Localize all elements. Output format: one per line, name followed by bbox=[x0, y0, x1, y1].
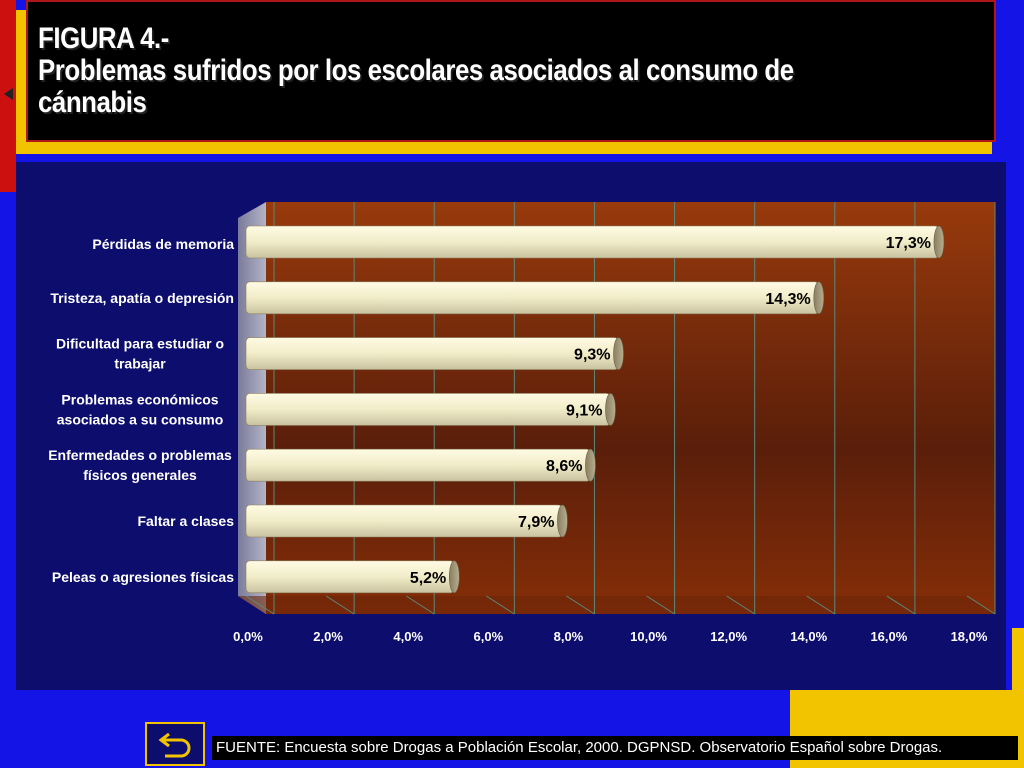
x-tick-label: 12,0% bbox=[710, 629, 747, 644]
category-label: Problemas económicos bbox=[61, 391, 218, 407]
category-label: Faltar a clases bbox=[137, 513, 234, 529]
x-tick-label: 16,0% bbox=[870, 629, 907, 644]
bar-end-cap bbox=[557, 504, 568, 538]
data-label: 14,3% bbox=[765, 291, 810, 308]
gridline-floor bbox=[566, 595, 595, 615]
x-tick-label: 2,0% bbox=[313, 629, 343, 644]
data-label: 5,2% bbox=[410, 570, 446, 587]
x-tick-label: 8,0% bbox=[554, 629, 584, 644]
gridline-floor bbox=[486, 595, 515, 615]
gridline-floor bbox=[726, 595, 755, 615]
yellow-accent-right bbox=[1012, 628, 1024, 690]
bar bbox=[245, 448, 591, 482]
data-label: 9,1% bbox=[566, 402, 602, 419]
bar-end-cap bbox=[613, 337, 624, 370]
bar-end-cap bbox=[605, 393, 616, 426]
bar bbox=[245, 337, 619, 370]
prev-arrow-icon bbox=[4, 88, 13, 100]
figure-label: FIGURA 4.- bbox=[38, 22, 169, 55]
category-label: Tristeza, apatía o depresión bbox=[50, 290, 234, 306]
category-label: Dificultad para estudiar o bbox=[56, 336, 224, 352]
bar bbox=[245, 393, 611, 426]
category-label: Peleas o agresiones físicas bbox=[52, 569, 234, 585]
category-label: físicos generales bbox=[83, 467, 197, 483]
data-label: 8,6% bbox=[546, 458, 582, 475]
category-label: trabajar bbox=[114, 356, 166, 372]
x-tick-label: 0,0% bbox=[233, 629, 263, 644]
gridline-floor bbox=[966, 595, 996, 615]
gridline-floor bbox=[405, 595, 435, 615]
bar-end-cap bbox=[813, 281, 825, 315]
page-title-line1: Problemas sufridos por los escolares aso… bbox=[38, 54, 794, 87]
category-label: Enfermedades o problemas bbox=[48, 447, 232, 463]
bar bbox=[245, 504, 563, 538]
data-label: 9,3% bbox=[574, 347, 610, 364]
x-tick-label: 14,0% bbox=[790, 629, 827, 644]
category-label: asociados a su consumo bbox=[57, 411, 224, 427]
bar-end-cap bbox=[448, 560, 460, 594]
category-label: Pérdidas de memoria bbox=[92, 236, 234, 252]
title-box: FIGURA 4.- Problemas sufridos por los es… bbox=[26, 0, 996, 142]
data-label: 7,9% bbox=[518, 514, 554, 531]
gridline-floor bbox=[325, 595, 355, 615]
plot-floor bbox=[238, 596, 995, 614]
gridline-floor bbox=[806, 595, 836, 615]
bar-end-cap bbox=[933, 225, 945, 259]
category-labels: Pérdidas de memoria Tristeza, apatía o de… bbox=[48, 236, 234, 585]
data-label: 17,3% bbox=[886, 235, 931, 252]
back-button[interactable] bbox=[145, 722, 205, 766]
bar bbox=[245, 225, 940, 259]
gridline-floor bbox=[646, 595, 675, 615]
bar bbox=[245, 281, 820, 315]
x-tick-label: 4,0% bbox=[393, 629, 423, 644]
bars: 17,3% 14,3% 9,3% 9,1% 8,6% 7,9% 5,2% bbox=[245, 225, 945, 594]
x-tick-label: 10,0% bbox=[630, 629, 667, 644]
x-tick-labels: 0,0% 2,0% 4,0% 6,0% 8,0% 10,0% 12,0% 14,0% 16,0%… bbox=[233, 629, 988, 644]
source-note: FUENTE: Encuesta sobre Drogas a Població… bbox=[212, 736, 1018, 760]
return-arrow-icon bbox=[158, 732, 191, 758]
bar-end-cap bbox=[585, 448, 596, 482]
gridline-floor bbox=[245, 595, 275, 615]
x-tick-label: 6,0% bbox=[474, 629, 504, 644]
gridlines bbox=[245, 202, 996, 615]
gridline-floor bbox=[886, 595, 916, 615]
x-tick-label: 18,0% bbox=[951, 629, 988, 644]
page-title-line2: cánnabis bbox=[38, 86, 147, 119]
